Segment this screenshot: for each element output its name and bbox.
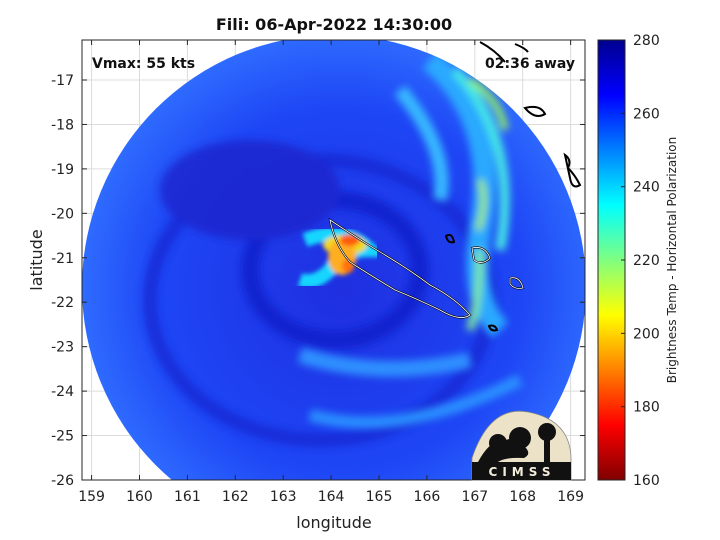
plot-frame [81, 39, 586, 481]
swath-image [82, 40, 585, 480]
x-tick-label: 164 [318, 489, 345, 505]
y-axis-label: latitude [27, 229, 46, 290]
y-axis: -17 -18 -19 -20 -21 -22 -23 -24 -25 -26 [51, 73, 585, 489]
y-tick-label: -17 [51, 73, 74, 89]
colorbar-tick-label: 180 [633, 400, 660, 416]
x-tick-label: 166 [414, 489, 441, 505]
y-tick-label: -22 [51, 295, 74, 311]
colorbar-tick-label: 280 [633, 33, 660, 49]
x-tick-label: 160 [126, 489, 153, 505]
cimss-logo: CIMSS [471, 410, 572, 481]
time-away-annotation: 02:36 away [485, 56, 575, 72]
x-tick-label: 162 [222, 489, 249, 505]
x-tick-label: 168 [509, 489, 536, 505]
y-tick-label: -19 [51, 162, 74, 178]
y-tick-label: -25 [51, 429, 74, 445]
vmax-annotation: Vmax: 55 kts [92, 56, 195, 72]
colorbar [597, 39, 626, 481]
colorbar-tick-label: 220 [633, 253, 660, 269]
y-tick-label: -23 [51, 340, 74, 356]
logo-text: CIMSS [489, 465, 556, 479]
colorbar-tick-label: 160 [633, 473, 660, 489]
colorbar-label: Brightness Temp - Horizontal Polarizatio… [665, 137, 679, 384]
x-tick-label: 161 [174, 489, 201, 505]
x-axis-label: longitude [296, 513, 371, 532]
x-tick-label: 159 [78, 489, 105, 505]
colorbar-tick-label: 260 [633, 106, 660, 122]
colorbar-tick-label: 240 [633, 180, 660, 196]
x-tick-label: 165 [366, 489, 393, 505]
x-tick-label: 167 [461, 489, 488, 505]
y-tick-label: -21 [51, 251, 74, 267]
x-axis: 159 160 161 162 163 164 165 166 167 168 169 [78, 40, 584, 505]
y-tick-label: -20 [51, 206, 74, 222]
colorbar-tick-label: 200 [633, 326, 660, 342]
x-tick-label: 169 [557, 489, 584, 505]
y-tick-label: -26 [51, 473, 74, 489]
y-tick-label: -24 [51, 384, 74, 400]
y-tick-label: -18 [51, 117, 74, 133]
x-tick-label: 163 [270, 489, 297, 505]
chart-title: Fili: 06-Apr-2022 14:30:00 [216, 15, 452, 34]
colorbar-ticks: 160 180 200 220 240 260 280 [621, 33, 660, 489]
